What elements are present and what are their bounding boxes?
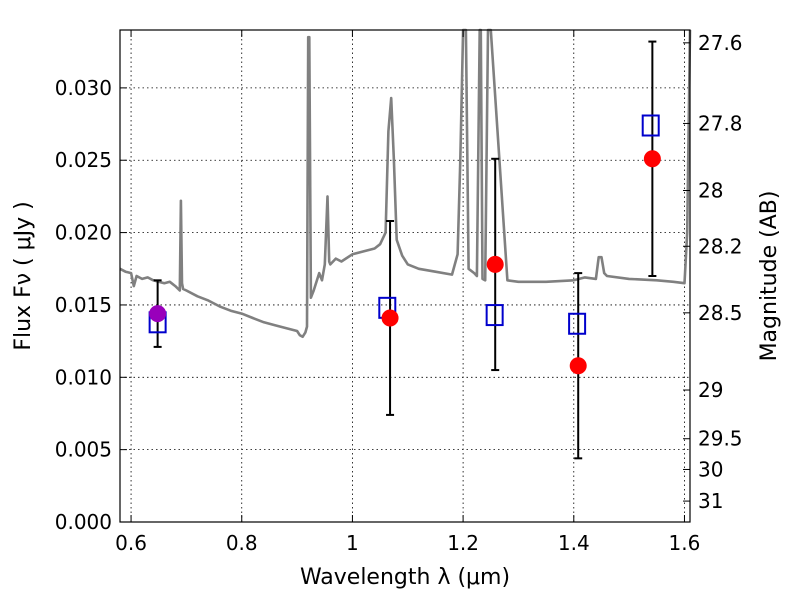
x-tick-label: 0.8 [226,531,258,555]
right-tick-label: 31 [698,489,723,513]
right-tick-label: 28 [698,178,723,202]
x-tick-label: 1 [346,531,359,555]
grid-lines [120,30,690,523]
right-axis-label: Magnitude (AB) [757,191,782,362]
model-points [148,114,660,335]
y-tick-label: 0.030 [55,76,112,100]
observed-point [486,255,504,273]
model-square [641,114,660,137]
observed-point [569,357,587,375]
model-square [485,304,504,327]
x-tick-label: 1.2 [447,531,479,555]
right-tick-label: 27.8 [698,111,743,135]
observed-point [149,305,167,323]
y-tick-label: 0.000 [55,510,112,534]
template-spectrum-line [119,28,692,339]
y-tick-label: 0.025 [55,148,112,172]
plot-frame [119,29,691,523]
observed-point [643,150,661,168]
right-tick-label: 28.5 [698,301,743,325]
y-tick-label: 0.015 [55,293,112,317]
x-axis-ticks: 0.6 0.8 1 1.2 1.4 1.6 [115,30,700,555]
x-tick-label: 1.6 [669,531,701,555]
error-bars [153,40,657,460]
right-tick-label: 30 [698,457,723,481]
y-tick-label: 0.020 [55,221,112,245]
observed-points [149,150,661,375]
x-tick-label: 1.4 [558,531,590,555]
template-spectrum [119,28,692,339]
x-axis-label: Wavelength λ (μm) [300,565,510,590]
right-tick-label: 27.6 [698,31,743,55]
y-tick-label: 0.005 [55,438,112,462]
right-axis-ticks: 27.6 27.8 28 28.2 28.5 29 29.5 30 31 [683,31,743,513]
y-axis-ticks: 0.000 0.005 0.010 0.015 0.020 0.025 0.030 [55,76,127,534]
right-tick-label: 29.5 [698,427,743,451]
y-axis-label: Flux Fν ( μJy ) [11,201,36,350]
right-tick-label: 29 [698,378,723,402]
model-square [568,312,587,335]
x-tick-label: 0.6 [115,531,147,555]
right-tick-label: 28.2 [698,234,743,258]
observed-point [381,309,399,327]
y-tick-label: 0.010 [55,365,112,389]
